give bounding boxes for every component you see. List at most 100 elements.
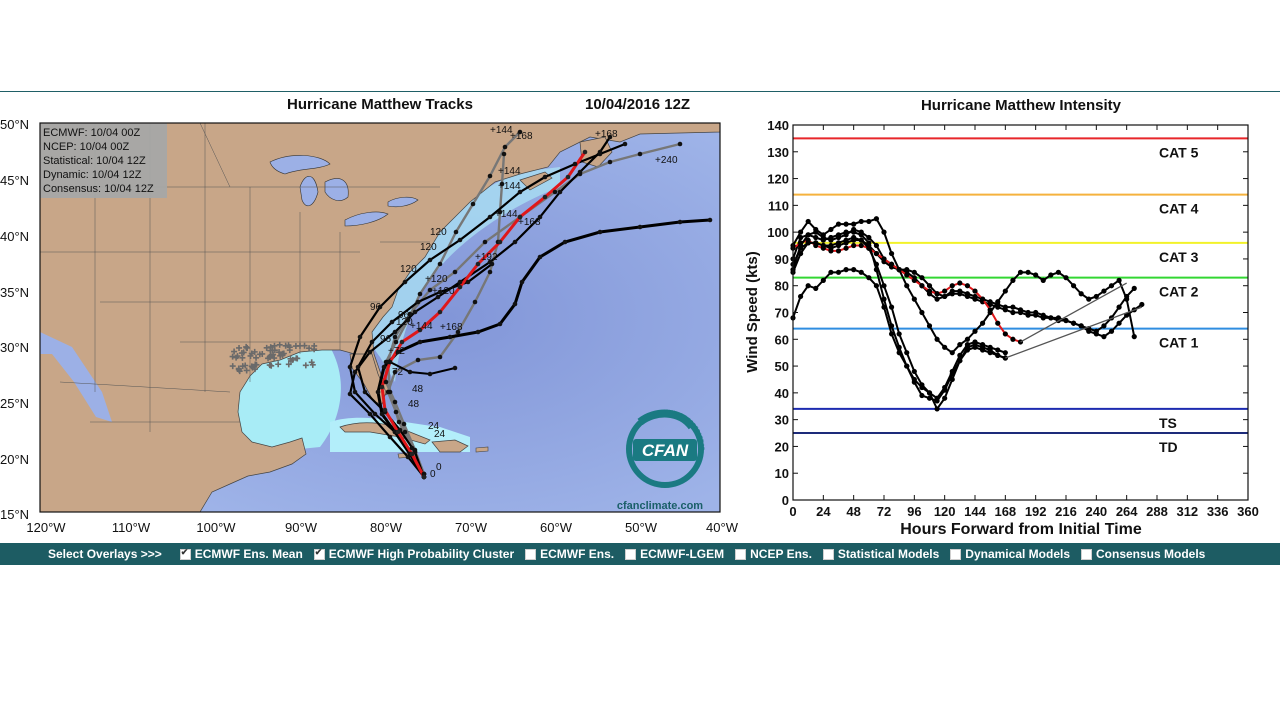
threshold-label: CAT 1 xyxy=(1159,335,1199,351)
overlay-ncep-ens[interactable]: NCEP Ens. xyxy=(735,547,812,561)
data-point xyxy=(888,250,895,257)
track-point xyxy=(457,279,463,285)
track-point xyxy=(395,349,401,355)
track-point xyxy=(427,257,433,263)
data-point xyxy=(1093,293,1099,300)
checkbox[interactable] xyxy=(179,547,191,560)
track-label: +144 xyxy=(490,125,513,136)
model-info-box: ECMWF: 10/04 00Z NCEP: 10/04 00Z Statist… xyxy=(40,123,167,198)
cluster-marker xyxy=(240,349,247,356)
track-point xyxy=(381,364,387,370)
data-point xyxy=(1033,309,1039,316)
checkbox[interactable] xyxy=(525,548,537,560)
data-point xyxy=(957,288,963,294)
track-label: 96 xyxy=(370,302,382,313)
track-label: 120 xyxy=(400,264,417,275)
track-black-short xyxy=(389,361,456,376)
overlay-ecmwf-ens-mean[interactable]: ECMWF Ens. Mean xyxy=(179,547,303,561)
data-point xyxy=(843,245,849,251)
checkbox[interactable] xyxy=(950,548,962,560)
lat-tick: 20°N xyxy=(0,452,29,467)
track-point xyxy=(369,339,375,345)
overlay-ecmwf-lgem[interactable]: ECMWF-LGEM xyxy=(625,547,724,561)
data-point xyxy=(1025,309,1031,316)
data-point xyxy=(881,304,887,310)
track-label: +240 xyxy=(655,155,678,166)
track-point xyxy=(409,451,415,457)
data-point xyxy=(911,277,917,283)
data-point xyxy=(1124,296,1130,302)
data-point xyxy=(1010,336,1016,342)
lat-tick: 50°N xyxy=(0,117,29,132)
track-member-black-2 xyxy=(348,136,611,478)
data-point xyxy=(972,339,978,345)
data-point xyxy=(843,221,849,227)
track-point xyxy=(355,364,361,370)
data-point xyxy=(919,309,925,316)
data-point xyxy=(1017,269,1024,275)
data-point xyxy=(851,234,857,241)
cluster-marker xyxy=(248,350,255,357)
x-tick-label: 24 xyxy=(816,504,831,519)
data-point xyxy=(828,242,834,249)
track-point xyxy=(452,365,458,371)
data-point xyxy=(964,342,971,348)
data-point xyxy=(1139,301,1145,308)
checkbox[interactable] xyxy=(822,548,834,560)
data-point xyxy=(934,291,940,297)
track-label: +144 xyxy=(498,181,521,192)
checkbox[interactable] xyxy=(1081,548,1092,560)
data-point xyxy=(1108,283,1115,289)
checkbox[interactable] xyxy=(313,547,325,560)
lat-tick-labels: 50°N 45°N 40°N 35°N 30°N 25°N 20°N 15°N xyxy=(0,117,29,522)
data-point xyxy=(1101,323,1107,329)
data-point xyxy=(957,280,963,286)
overlay-ecmwf-high-prob-cluster[interactable]: ECMWF High Probability Cluster xyxy=(313,547,514,561)
cluster-marker xyxy=(234,353,241,360)
overlay-ecmwf-ens[interactable]: ECMWF Ens. xyxy=(525,547,614,561)
data-point xyxy=(1086,328,1092,334)
x-tick-label: 336 xyxy=(1207,504,1229,519)
data-point xyxy=(911,368,917,375)
track-point xyxy=(372,411,378,417)
y-axis-label: Wind Speed (kts) xyxy=(744,251,761,373)
overlay-consensus-models[interactable]: Consensus Models xyxy=(1081,547,1205,561)
series-line xyxy=(792,228,1135,333)
data-point xyxy=(813,240,819,246)
track-point xyxy=(562,239,568,245)
data-point xyxy=(805,240,811,246)
y-tick-label: 40 xyxy=(775,386,789,401)
checkbox[interactable] xyxy=(735,548,747,560)
track-label: 48 xyxy=(408,399,420,410)
overlay-statistical-models[interactable]: Statistical Models xyxy=(822,547,939,561)
data-point xyxy=(1063,317,1069,324)
track-point xyxy=(392,399,398,405)
track-point xyxy=(565,174,571,180)
x-tick-label: 48 xyxy=(846,504,860,519)
data-point xyxy=(858,237,864,243)
overlay-dynamical-models[interactable]: Dynamical Models xyxy=(950,547,1070,561)
lon-tick: 90°W xyxy=(285,520,318,535)
logo-text: CFAN xyxy=(642,441,689,460)
y-tick-label: 60 xyxy=(775,332,789,347)
data-point xyxy=(858,242,864,249)
track-point xyxy=(387,434,393,440)
checkbox[interactable] xyxy=(625,548,637,560)
info-statistical: Statistical: 10/04 12Z xyxy=(43,155,146,167)
cluster-marker xyxy=(253,354,260,361)
data-point xyxy=(949,350,955,356)
track-point xyxy=(512,301,518,307)
data-point xyxy=(995,320,1001,326)
plot-frame xyxy=(792,124,1249,501)
lon-tick: 70°W xyxy=(455,520,488,535)
data-point xyxy=(972,288,978,294)
data-point xyxy=(1131,334,1137,340)
data-point xyxy=(1070,283,1077,289)
track-point xyxy=(557,189,563,195)
track-point xyxy=(392,369,398,375)
track-point xyxy=(375,389,381,395)
track-label: 0 xyxy=(436,462,442,473)
data-point xyxy=(1116,304,1122,310)
data-point xyxy=(866,240,872,246)
data-point xyxy=(805,232,811,238)
